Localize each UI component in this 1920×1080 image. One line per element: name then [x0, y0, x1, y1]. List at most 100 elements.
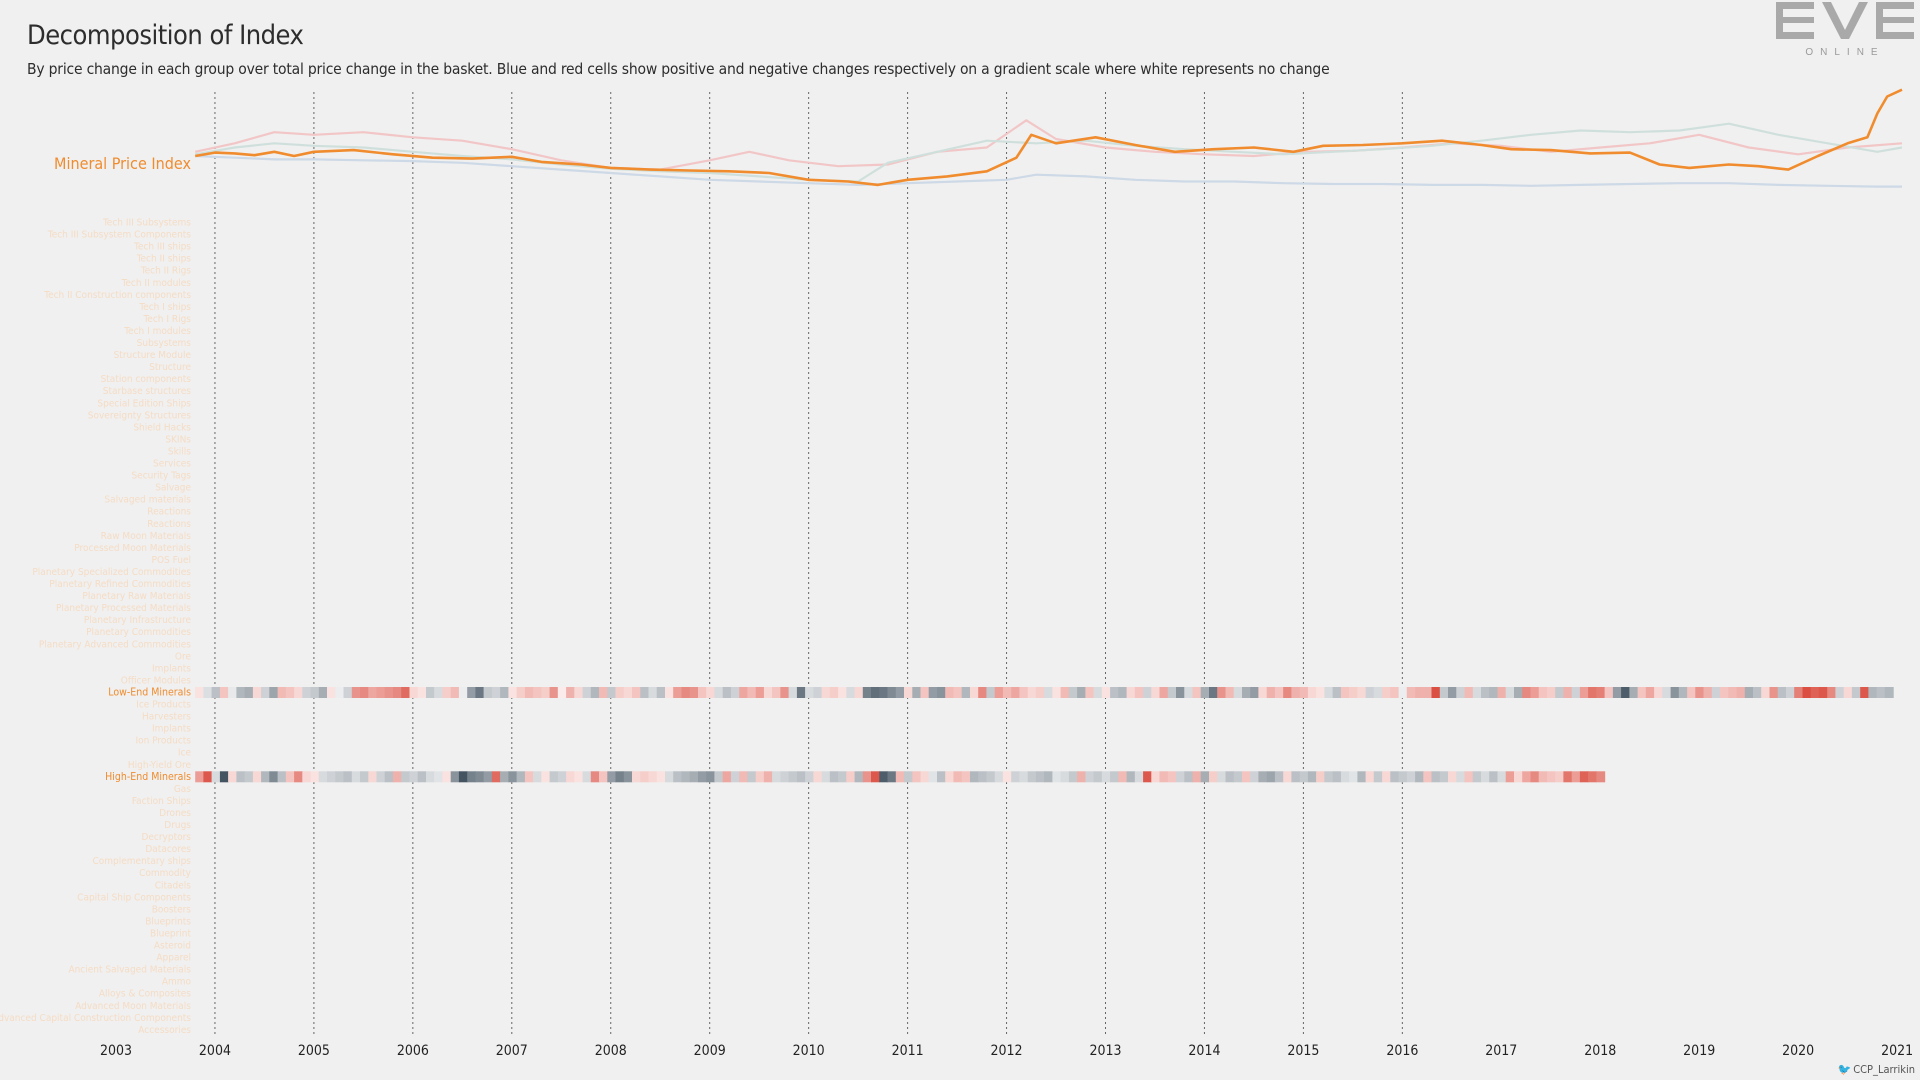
heat-cell — [1579, 771, 1589, 783]
heat-cell — [846, 771, 856, 783]
heat-cell — [549, 771, 559, 783]
heat-cell — [986, 771, 996, 783]
heat-cell — [434, 687, 443, 698]
x-tick-label-2004: 2004 — [199, 1043, 231, 1059]
heat-cell — [219, 771, 229, 783]
heat-cell — [904, 771, 913, 783]
row-label: Faction Ships — [132, 796, 191, 807]
heat-cell — [285, 687, 295, 698]
heat-cell — [1415, 771, 1424, 783]
heat-cell — [763, 771, 773, 783]
row-label: Decryptors — [141, 832, 191, 843]
heat-cell — [640, 687, 650, 698]
heat-cell — [1538, 687, 1548, 698]
heat-cell — [426, 687, 435, 698]
heat-cell — [648, 771, 658, 783]
heat-cell — [1860, 687, 1869, 698]
heat-cell — [648, 687, 658, 698]
heat-cell — [1176, 687, 1185, 698]
heat-cell — [1373, 687, 1383, 698]
page-title: Decomposition of Index — [27, 20, 304, 51]
heat-cell — [1035, 687, 1045, 698]
heat-cell — [681, 771, 691, 783]
heat-cell — [1077, 771, 1086, 783]
heat-cell — [871, 687, 880, 698]
heat-cell — [813, 771, 823, 783]
heat-cell — [920, 687, 930, 698]
heat-cell — [1093, 771, 1103, 783]
heat-cell — [368, 771, 378, 783]
heat-cell — [854, 687, 864, 698]
heat-cell — [689, 771, 699, 783]
row-label: Harvesters — [142, 712, 191, 723]
heat-cell — [1126, 687, 1136, 698]
heat-cell — [673, 771, 682, 783]
heat-cell — [335, 687, 345, 698]
heat-cell — [1002, 771, 1012, 783]
heat-cell — [763, 687, 773, 698]
x-tick-label-2006: 2006 — [397, 1043, 429, 1059]
heat-cell — [1505, 771, 1515, 783]
heat-cell — [269, 687, 279, 698]
heat-cell — [450, 687, 460, 698]
heat-cell — [747, 771, 757, 783]
heat-cell — [467, 771, 476, 783]
heat-cell — [1118, 687, 1128, 698]
heat-cell — [1101, 687, 1111, 698]
heat-cell — [599, 687, 608, 698]
heat-cell — [994, 771, 1004, 783]
heat-cell — [747, 687, 757, 698]
heat-cell — [1431, 687, 1441, 698]
heat-cell — [590, 771, 600, 783]
row-label: Ice Products — [136, 700, 191, 711]
heat-cell — [1794, 687, 1803, 698]
row-label: Reactions — [147, 519, 191, 530]
heat-cell — [1242, 687, 1251, 698]
row-label: Services — [153, 459, 191, 470]
heat-cell — [261, 771, 270, 783]
row-label: Blueprint — [150, 928, 192, 939]
heat-cell — [549, 687, 559, 698]
row-label: Tech II modules — [121, 278, 192, 289]
heat-cell — [327, 771, 336, 783]
row-label: Salvage — [155, 483, 191, 494]
row-label: Planetary Processed Materials — [56, 603, 191, 614]
heat-cell — [401, 771, 410, 783]
heat-cell — [1324, 771, 1334, 783]
heat-cell — [1439, 687, 1449, 698]
twitter-bird-icon: 🐦 — [1837, 1063, 1852, 1076]
heat-cell — [1068, 771, 1078, 783]
heat-cell — [755, 687, 765, 698]
row-label: Gas — [174, 784, 191, 795]
heat-cell — [739, 771, 748, 783]
heat-cell — [829, 771, 839, 783]
row-label: Planetary Raw Materials — [82, 591, 191, 602]
heat-cell — [722, 771, 732, 783]
heat-cell — [1415, 687, 1424, 698]
heat-cell — [1077, 687, 1086, 698]
heat-cell — [1209, 687, 1218, 698]
row-label: Commodity — [139, 868, 192, 879]
heat-cell — [1563, 687, 1573, 698]
heat-cell — [1176, 771, 1185, 783]
heat-cell — [1588, 771, 1597, 783]
heat-cell — [384, 771, 394, 783]
heat-cell — [1167, 687, 1177, 698]
heat-cell — [533, 687, 542, 698]
heat-cell — [1546, 771, 1556, 783]
heat-cell — [978, 771, 987, 783]
row-label: Security Tags — [131, 471, 191, 482]
heat-cell — [1307, 687, 1317, 698]
heat-cell — [1316, 771, 1325, 783]
heat-cell — [582, 687, 592, 698]
heat-cell — [1612, 687, 1622, 698]
heat-cell — [335, 771, 345, 783]
heat-cell — [994, 687, 1004, 698]
heat-cell — [524, 687, 534, 698]
heat-cell — [393, 771, 402, 783]
heat-cell — [887, 687, 897, 698]
x-tick-label-2020: 2020 — [1782, 1043, 1814, 1059]
heat-cell — [1011, 771, 1020, 783]
heat-cell — [1151, 687, 1161, 698]
heat-cell — [203, 771, 213, 783]
